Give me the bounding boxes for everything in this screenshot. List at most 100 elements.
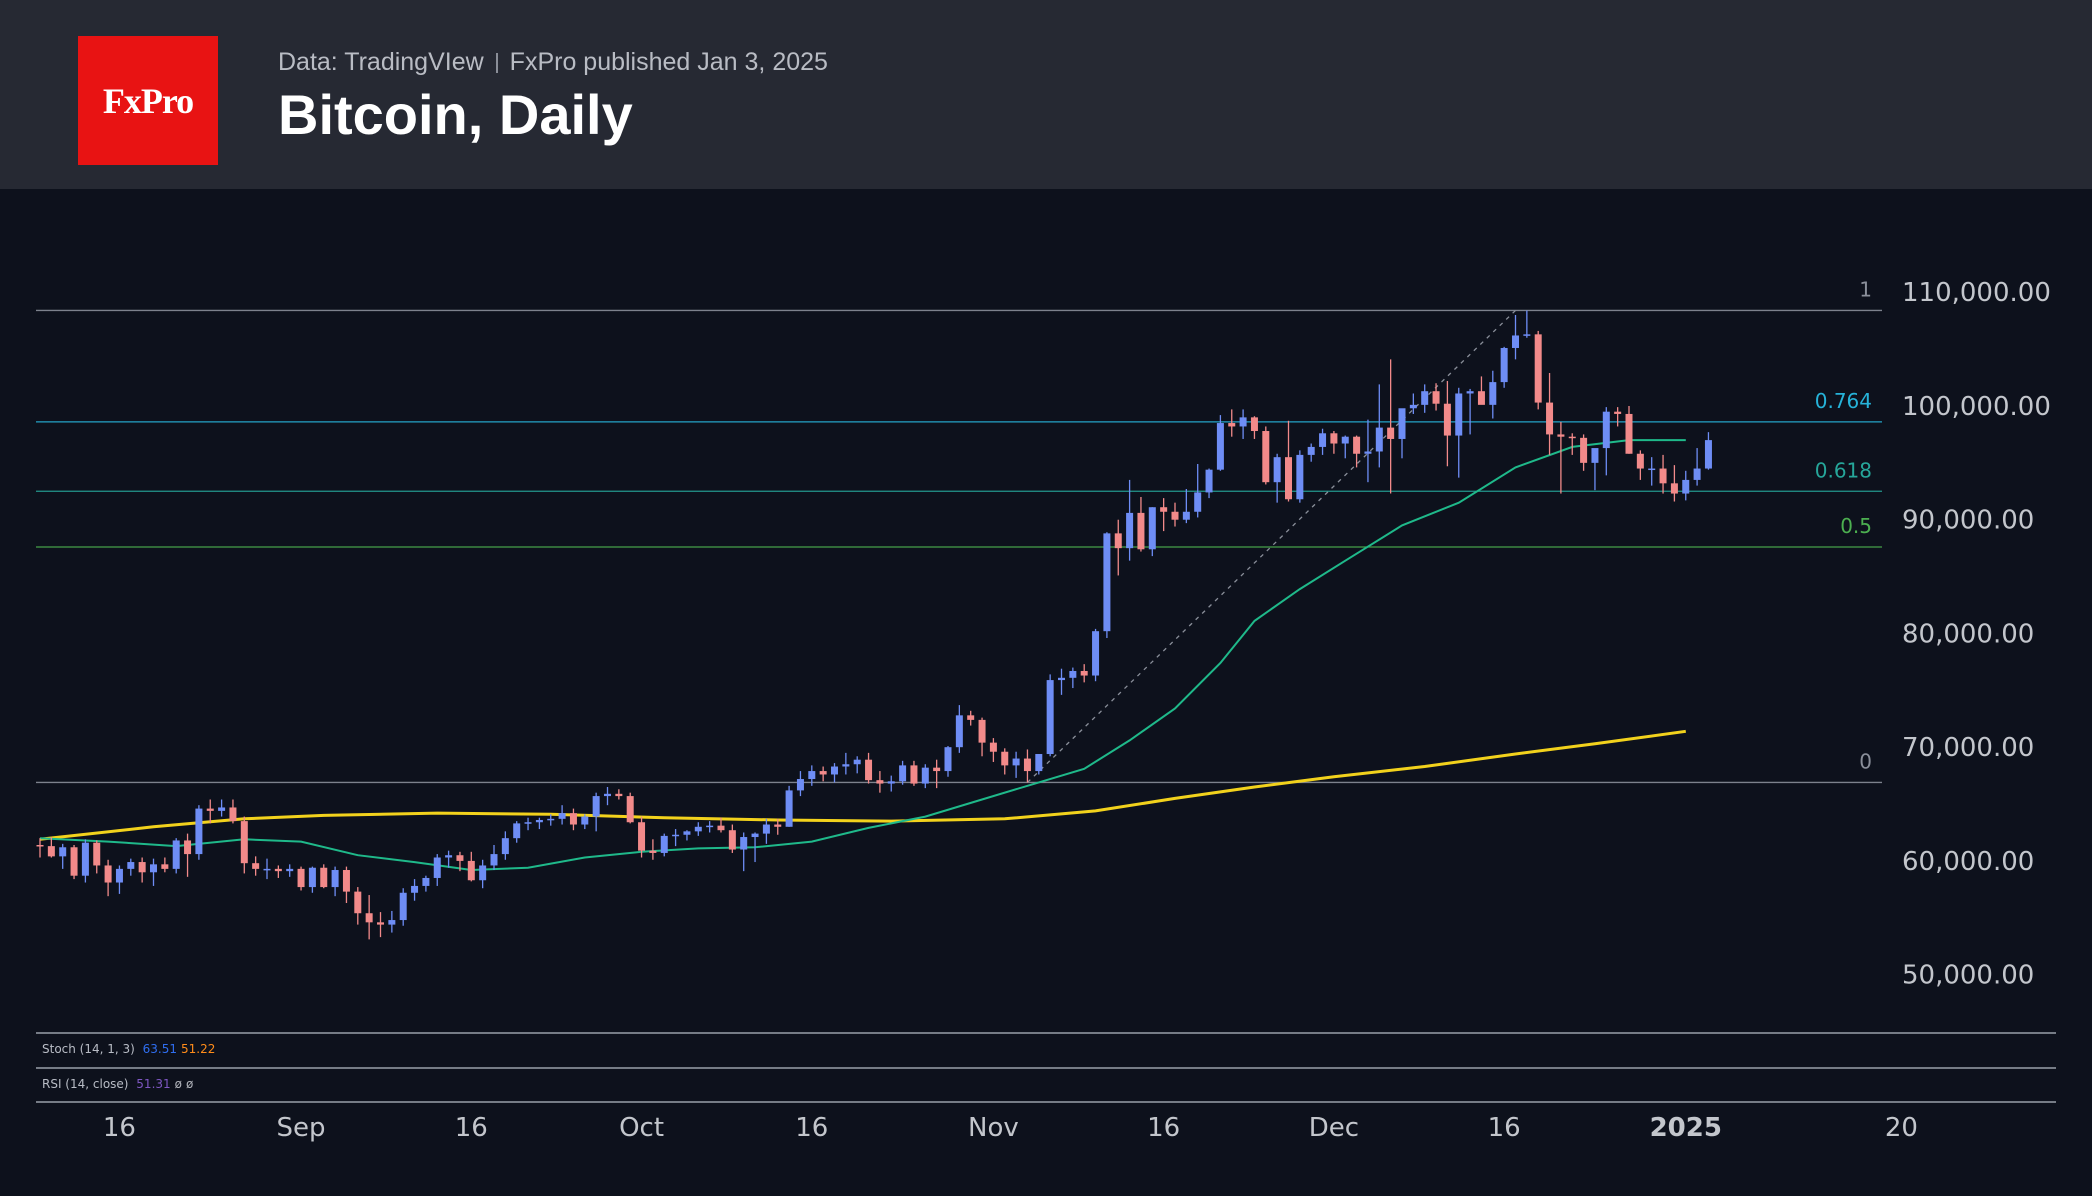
candle: [1058, 668, 1065, 695]
candle-body: [1625, 413, 1633, 454]
candle-body: [1398, 408, 1406, 439]
candle-body: [1477, 391, 1485, 405]
candle-body: [751, 833, 759, 838]
candle: [138, 857, 146, 883]
candle-body: [1285, 457, 1292, 500]
candle: [524, 817, 532, 831]
candle: [853, 756, 861, 774]
candle-body: [581, 816, 589, 825]
fib-level-0.618-label: 0.618: [1815, 458, 1872, 482]
candle: [842, 752, 850, 775]
candle: [1319, 428, 1327, 455]
candle-body: [263, 868, 271, 871]
chart-subtitle: Data: TradingVIew FxPro published Jan 3,…: [278, 48, 828, 77]
candle-body: [479, 865, 487, 881]
candle-body: [195, 808, 203, 855]
candle: [1160, 498, 1168, 532]
candle: [479, 859, 487, 889]
chart-title: Bitcoin, Daily: [278, 83, 633, 146]
candle: [1648, 457, 1656, 486]
candle: [955, 705, 963, 753]
candle: [1182, 489, 1190, 524]
candle: [1636, 450, 1644, 480]
candle: [1035, 754, 1043, 775]
candle-body: [1228, 423, 1236, 427]
candle: [989, 738, 997, 762]
price-chart[interactable]: 1 0.764 0.618 0.5 0 110,000.00 100,000.00 90,0…: [0, 189, 2092, 1196]
candle-body: [206, 808, 214, 811]
candle: [184, 833, 192, 877]
candle: [1250, 416, 1258, 439]
candle: [672, 829, 680, 847]
candle: [1546, 373, 1554, 455]
candle: [1341, 435, 1349, 459]
candle: [1126, 479, 1134, 561]
candle-body: [286, 868, 294, 872]
candle-body: [604, 793, 611, 797]
candle: [93, 840, 101, 874]
candle-body: [1614, 411, 1622, 414]
candle-body: [365, 913, 373, 923]
candle: [1216, 415, 1224, 471]
candle: [944, 746, 952, 777]
candle-body: [1534, 334, 1542, 403]
candle-body: [933, 767, 941, 772]
candle-body: [445, 855, 453, 858]
candle-body: [1171, 511, 1179, 520]
candle-body: [615, 793, 623, 797]
rsi-indicator-label[interactable]: RSI (14, close) 51.31 ø ø: [42, 1077, 193, 1091]
candle: [331, 866, 339, 897]
fib-level-0.764-label: 0.764: [1815, 389, 1872, 413]
candle: [1534, 330, 1542, 410]
candle: [1409, 393, 1417, 414]
candle: [967, 710, 975, 726]
candle: [1670, 465, 1678, 502]
candle-body: [1092, 631, 1100, 676]
candle-body: [1523, 334, 1531, 336]
candle: [1205, 468, 1213, 499]
candle: [638, 816, 646, 858]
candle: [399, 888, 407, 926]
candle-body: [740, 837, 748, 850]
candle: [1523, 310, 1531, 338]
candle: [172, 838, 180, 874]
candle: [1387, 359, 1395, 494]
date-tick-label: Oct: [619, 1113, 664, 1143]
candle-body: [672, 834, 680, 837]
candle: [70, 844, 78, 880]
candle-body: [331, 870, 339, 888]
candle-body: [274, 868, 282, 872]
candle-body: [1375, 427, 1383, 452]
stoch-indicator-label[interactable]: Stoch (14, 1, 3) 63.51 51.22: [42, 1042, 215, 1056]
candle-body: [104, 865, 112, 883]
candle-body: [887, 781, 895, 784]
candle: [1330, 431, 1338, 454]
candle-body: [252, 863, 260, 869]
candle: [1466, 388, 1474, 435]
candle: [195, 805, 203, 860]
candle: [456, 851, 464, 872]
candle-body: [1557, 434, 1565, 437]
candle-body: [524, 822, 532, 824]
indicator-value: 51.31: [136, 1077, 170, 1091]
candle-body: [819, 771, 827, 775]
candle: [240, 816, 248, 874]
candle-body: [910, 765, 918, 784]
candle: [569, 808, 577, 831]
candle-body: [1035, 754, 1043, 772]
candle-body: [1364, 451, 1372, 454]
candle-body: [978, 719, 986, 743]
indicator-value: 51.22: [181, 1042, 215, 1056]
candle: [1580, 434, 1588, 471]
candle: [649, 839, 657, 860]
candle: [1398, 408, 1406, 459]
candle: [445, 850, 453, 868]
candle: [774, 818, 782, 835]
candle-body: [1443, 403, 1451, 436]
candle: [388, 910, 396, 933]
price-tick-label: 60,000.00: [1902, 847, 2034, 877]
candle: [274, 865, 282, 878]
candle: [1704, 432, 1712, 470]
candle: [36, 838, 44, 858]
candle-body: [1455, 393, 1463, 436]
